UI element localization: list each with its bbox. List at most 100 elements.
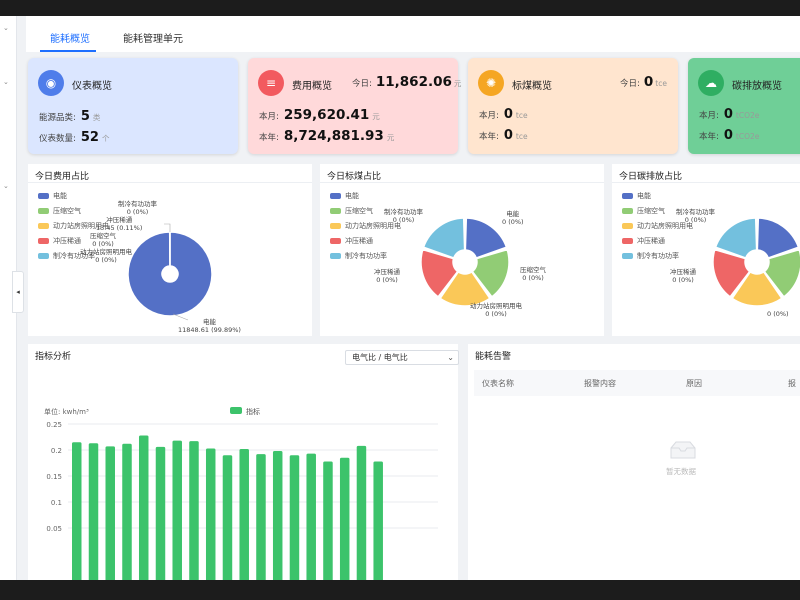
legend-swatch xyxy=(622,193,633,199)
panel-title: 今日碳排放占比 xyxy=(619,172,683,182)
year-cost-row: 本年: 8,724,881.93 元 xyxy=(259,128,395,144)
legend-item[interactable]: 冲压稀通 xyxy=(38,236,81,246)
pie-label: 冲压稀通 0 (0%) xyxy=(670,268,696,284)
legend-swatch xyxy=(622,238,633,244)
tab-energy-overview[interactable]: 能耗概览 xyxy=(50,34,90,45)
bar xyxy=(205,448,216,580)
pie-slice xyxy=(712,248,751,298)
database-icon: ≡ xyxy=(258,70,284,96)
divider xyxy=(320,182,604,183)
bar xyxy=(189,441,199,580)
legend-swatch xyxy=(622,253,633,259)
collapse-sidebar-button[interactable]: ◂ xyxy=(12,271,24,313)
legend-item[interactable]: 压缩空气 xyxy=(622,206,665,216)
legend-swatch xyxy=(38,193,49,199)
chevron-down-icon[interactable]: ⌄ xyxy=(3,78,9,86)
monitor-bezel xyxy=(0,580,800,600)
bar xyxy=(222,455,233,580)
legend-swatch xyxy=(38,208,49,214)
bar xyxy=(256,454,266,580)
year-coal-row: 本年: 0 tce xyxy=(479,128,528,143)
column-header: 仪表名称 xyxy=(482,379,514,388)
column-header: 报 xyxy=(788,379,796,388)
carbon-share-panel: 今日碳排放占比 电能 压缩空气 动力站房照明用电 冲压稀通 制冷有功功率 制冷有… xyxy=(612,164,800,336)
legend-item[interactable]: 动力站房照明用电 xyxy=(622,221,693,231)
cost-pie-chart xyxy=(127,223,213,321)
bar xyxy=(323,461,333,580)
pie-label: 制冷有功功率 0 (0%) xyxy=(384,208,423,224)
pie-label: 冲压稀通 13.45 (0.11%) xyxy=(96,216,143,232)
y-axis-unit: 单位: kwh/m³ xyxy=(44,407,89,416)
y-tick-label: 0.15 xyxy=(46,473,62,481)
empty-text: 暂无数据 xyxy=(666,467,696,476)
metric-select[interactable]: 电气比 / 电气比 ⌄ xyxy=(345,350,459,365)
legend-swatch xyxy=(38,238,49,244)
panel-title: 今日标煤占比 xyxy=(327,172,382,182)
tab-energy-management-unit[interactable]: 能耗管理单元 xyxy=(123,34,183,45)
leader-line xyxy=(172,313,189,321)
legend-swatch xyxy=(330,208,341,214)
legend-item[interactable]: 制冷有功功率 xyxy=(38,251,95,261)
cost-overview-card[interactable]: ≡ 费用概览 今日: 11,862.06 元 本月: 259,620.41 元 本年: 8… xyxy=(248,58,462,154)
dots-icon: ✺ xyxy=(478,70,504,96)
bar xyxy=(72,442,82,580)
chevron-down-icon: ⌄ xyxy=(447,353,454,362)
pie-slice xyxy=(471,248,510,298)
pie-label: 压缩空气 0 (0%) xyxy=(90,232,116,248)
today-cost: 今日: 11,862.06 元 xyxy=(352,74,462,90)
pie-slice xyxy=(420,248,459,298)
legend-swatch xyxy=(38,223,49,229)
leader-line xyxy=(164,223,171,232)
month-coal-row: 本月: 0 tce xyxy=(479,107,528,122)
legend-item[interactable]: 冲压稀通 xyxy=(330,236,373,246)
meter-overview-card[interactable]: ◉ 仪表概览 能源品类: 5 类 仪表数量: 52 个 xyxy=(28,58,238,154)
card-title: 费用概览 xyxy=(292,81,332,92)
chevron-down-icon[interactable]: ⌄ xyxy=(3,182,9,190)
legend-item[interactable]: 动力站房照明用电 xyxy=(330,221,401,231)
legend-item[interactable]: 动力站房照明用电 xyxy=(38,221,109,231)
divider xyxy=(612,182,800,183)
pie-slice xyxy=(439,270,491,307)
card-title: 碳排放概览 xyxy=(732,81,782,92)
coal-overview-card[interactable]: ✺ 标煤概览 今日: 0 tce 本月: 0 tce 本年: 0 tce xyxy=(468,58,678,154)
column-header: 报警内容 xyxy=(584,379,616,388)
cost-share-panel: 今日费用占比 电能 压缩空气 动力站房照明用电 冲压稀通 制冷有功功率 制冷有功… xyxy=(28,164,312,336)
meter-count-row: 仪表数量: 52 个 xyxy=(39,130,110,145)
table-header xyxy=(474,370,800,396)
legend-item[interactable]: 压缩空气 xyxy=(330,206,373,216)
bar xyxy=(356,445,367,580)
empty-box-icon xyxy=(668,440,698,460)
cloud-icon: ☁ xyxy=(698,70,724,96)
chevron-down-icon[interactable]: ⌄ xyxy=(3,24,9,32)
bar xyxy=(172,440,182,580)
bar xyxy=(122,443,132,580)
month-carbon-row: 本月: 0 tCO2e xyxy=(699,107,760,122)
pie-label: 电能 11848.61 (99.89%) xyxy=(178,318,241,334)
pie-slice xyxy=(756,217,800,259)
legend-item[interactable]: 制冷有功功率 xyxy=(330,251,387,261)
divider xyxy=(28,182,312,183)
legend-item[interactable]: 电能 xyxy=(330,191,359,201)
legend-item[interactable]: 冲压稀通 xyxy=(622,236,665,246)
legend-item[interactable]: 电能 xyxy=(622,191,651,201)
legend-item[interactable]: 制冷有功功率 xyxy=(622,251,679,261)
y-tick-label: 0.2 xyxy=(51,447,62,455)
bar xyxy=(339,457,350,580)
panel-title: 今日费用占比 xyxy=(35,172,90,182)
pie-slice xyxy=(127,231,213,317)
carbon-overview-card[interactable]: ☁ 碳排放概览 本月: 0 tCO2e 本年: 0 tCO2e xyxy=(688,58,800,154)
legend-item[interactable]: 压缩空气 xyxy=(38,206,81,216)
bar xyxy=(88,443,99,580)
index-analysis-panel: 指标分析 电气比 / 电气比 ⌄ 单位: kwh/m³ 0.25 0.2 0.15 0.1… xyxy=(28,344,459,580)
legend-swatch xyxy=(330,253,341,259)
card-title: 仪表概览 xyxy=(72,81,112,92)
bar xyxy=(272,451,283,580)
card-title: 标煤概览 xyxy=(512,81,552,92)
year-carbon-row: 本年: 0 tCO2e xyxy=(699,128,760,143)
legend-label: 指标 xyxy=(246,407,260,416)
legend-swatch xyxy=(38,253,49,259)
legend-item[interactable]: 电能 xyxy=(38,191,67,201)
y-tick-label: 0.25 xyxy=(46,421,62,429)
legend-swatch xyxy=(330,193,341,199)
bar xyxy=(105,446,115,580)
